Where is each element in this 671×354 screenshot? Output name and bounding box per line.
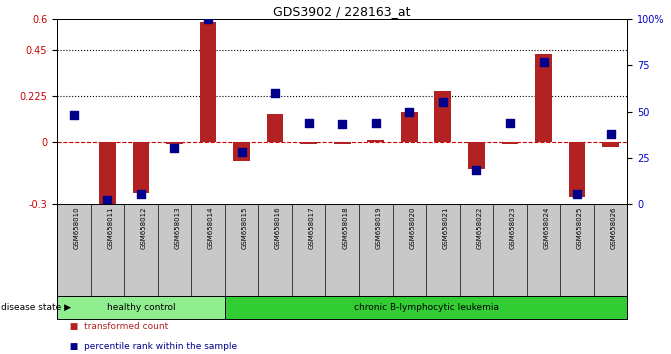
Text: GSM658013: GSM658013 — [174, 206, 180, 249]
Bar — [225, 296, 627, 319]
Point — [270, 90, 280, 96]
Text: GSM658021: GSM658021 — [443, 206, 449, 249]
Bar — [535, 54, 552, 142]
Point — [136, 192, 146, 197]
Bar — [435, 91, 451, 142]
Text: GSM658017: GSM658017 — [309, 206, 315, 249]
Text: disease state ▶: disease state ▶ — [1, 303, 70, 312]
Bar — [234, 142, 250, 161]
Point — [169, 145, 180, 151]
Point — [404, 109, 415, 114]
Text: GSM658024: GSM658024 — [544, 206, 550, 249]
Point — [538, 59, 549, 65]
Bar — [301, 142, 317, 144]
Point — [605, 131, 616, 136]
Point — [572, 192, 582, 197]
Bar — [401, 112, 417, 142]
Text: ■  transformed count: ■ transformed count — [64, 322, 168, 331]
Text: chronic B-lymphocytic leukemia: chronic B-lymphocytic leukemia — [354, 303, 499, 312]
Text: GSM658012: GSM658012 — [141, 206, 147, 249]
Point — [303, 120, 314, 125]
Bar — [200, 22, 216, 142]
Text: GSM658011: GSM658011 — [107, 206, 113, 249]
Bar — [468, 142, 484, 169]
Point — [236, 149, 247, 155]
Bar — [334, 142, 351, 144]
Text: GSM658020: GSM658020 — [409, 206, 415, 249]
Text: GSM658019: GSM658019 — [376, 206, 382, 249]
Bar — [57, 296, 225, 319]
Point — [102, 197, 113, 203]
Bar — [603, 142, 619, 147]
Title: GDS3902 / 228163_at: GDS3902 / 228163_at — [274, 5, 411, 18]
Bar — [133, 142, 150, 193]
Point — [370, 120, 381, 125]
Text: healthy control: healthy control — [107, 303, 175, 312]
Text: ■  percentile rank within the sample: ■ percentile rank within the sample — [64, 342, 237, 350]
Point — [337, 121, 348, 127]
Text: GSM658022: GSM658022 — [476, 206, 482, 249]
Bar — [502, 142, 519, 144]
Point — [471, 167, 482, 173]
Text: GSM658016: GSM658016 — [275, 206, 281, 249]
Bar — [166, 142, 183, 144]
Text: GSM658014: GSM658014 — [208, 206, 214, 249]
Point — [505, 120, 515, 125]
Bar — [368, 140, 384, 142]
Point — [203, 17, 213, 22]
Text: GSM658010: GSM658010 — [74, 206, 80, 249]
Bar — [569, 142, 586, 198]
Point — [437, 99, 448, 105]
Text: GSM658025: GSM658025 — [577, 206, 583, 249]
Text: GSM658023: GSM658023 — [510, 206, 516, 249]
Text: GSM658018: GSM658018 — [342, 206, 348, 249]
Text: GSM658015: GSM658015 — [242, 206, 248, 249]
Bar — [99, 142, 116, 208]
Bar — [267, 114, 283, 142]
Point — [68, 112, 79, 118]
Text: GSM658026: GSM658026 — [611, 206, 617, 249]
